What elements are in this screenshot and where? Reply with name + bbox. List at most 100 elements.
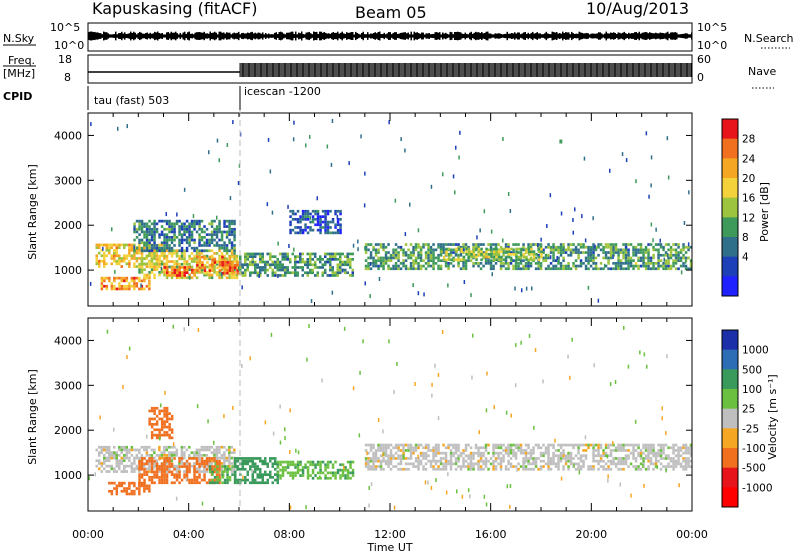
data-cell — [473, 256, 476, 259]
colorbar-tick-label: 8 — [742, 232, 749, 244]
data-cell — [191, 479, 194, 482]
nsky-sample — [595, 34, 597, 38]
data-cell — [650, 444, 653, 447]
data-cell — [244, 263, 247, 266]
data-cell — [203, 241, 206, 244]
data-cell — [309, 253, 312, 256]
data-cell — [168, 252, 171, 255]
data-cell — [400, 267, 403, 270]
station-title: Kapuskasing (fitACF) — [92, 0, 257, 18]
nsky-sample — [411, 32, 413, 41]
data-cell — [226, 261, 229, 264]
nsky-sample — [93, 32, 95, 40]
data-cell — [269, 266, 272, 269]
data-cell — [417, 254, 420, 257]
data-cell — [196, 231, 199, 234]
data-cell — [312, 269, 315, 272]
data-cell — [206, 465, 209, 468]
data-cell — [484, 209, 486, 213]
nsky-sample — [691, 32, 693, 39]
data-cell — [171, 271, 174, 274]
data-cell — [455, 250, 458, 253]
data-cell — [126, 451, 129, 454]
data-cell — [116, 263, 119, 266]
data-cell — [662, 249, 665, 252]
data-cell — [637, 454, 640, 457]
nsky-sample — [210, 32, 212, 41]
nsearch-label: N.Search — [744, 32, 794, 45]
data-cell — [317, 218, 320, 221]
data-cell — [319, 221, 322, 224]
data-cell — [171, 276, 174, 279]
data-cell — [492, 449, 495, 452]
data-cell — [542, 460, 545, 463]
colorbar-swatch — [722, 198, 738, 218]
nsky-sample — [178, 34, 180, 37]
data-cell — [153, 462, 156, 465]
data-cell — [191, 233, 194, 236]
data-cell — [455, 243, 458, 246]
data-cell — [297, 221, 300, 224]
data-cell — [410, 457, 413, 460]
data-cell — [567, 465, 570, 468]
data-cell — [342, 472, 345, 475]
data-cell — [218, 228, 221, 231]
data-cell — [332, 474, 335, 477]
data-cell — [163, 463, 166, 466]
nsky-sample — [481, 32, 483, 40]
nsky-sample — [576, 34, 578, 39]
data-cell — [193, 258, 196, 261]
nsky-sample — [205, 33, 207, 38]
data-cell — [377, 259, 380, 262]
data-cell — [532, 452, 535, 455]
data-cell — [249, 481, 252, 484]
data-cell — [226, 269, 229, 272]
data-cell — [181, 225, 184, 228]
data-cell — [382, 246, 385, 249]
data-cell — [332, 463, 335, 466]
data-cell — [592, 251, 595, 254]
nsky-sample — [223, 32, 225, 39]
data-cell — [573, 231, 575, 235]
data-cell — [463, 258, 466, 261]
nsky-sample — [103, 32, 105, 41]
data-cell — [267, 261, 270, 264]
data-cell — [118, 263, 121, 266]
data-cell — [370, 243, 373, 246]
data-cell — [166, 239, 169, 242]
data-cell — [677, 243, 680, 246]
data-cell — [173, 225, 176, 228]
data-cell — [412, 251, 415, 254]
data-cell — [600, 460, 603, 463]
data-cell — [585, 259, 588, 262]
data-cell — [166, 247, 169, 250]
data-cell — [364, 203, 366, 207]
nsky-sample — [150, 33, 152, 39]
nsky-sample — [363, 32, 365, 40]
data-cell — [201, 271, 204, 274]
data-cell — [655, 463, 658, 466]
data-cell — [126, 457, 129, 460]
data-cell — [224, 479, 227, 482]
data-cell — [329, 269, 332, 272]
data-cell — [186, 266, 189, 269]
nsky-sample — [279, 32, 281, 40]
data-cell — [407, 254, 410, 257]
data-cell — [482, 452, 485, 455]
data-cell — [420, 251, 423, 254]
data-cell — [173, 223, 176, 226]
data-cell — [309, 463, 312, 466]
data-cell — [385, 460, 388, 463]
data-cell — [158, 454, 161, 457]
data-cell — [442, 457, 445, 460]
data-cell — [121, 446, 124, 449]
data-cell — [545, 257, 548, 260]
nave-tick-bottom: 0 — [697, 71, 704, 84]
data-cell — [219, 479, 222, 482]
data-cell — [317, 223, 320, 226]
data-cell — [309, 461, 312, 464]
data-cell — [440, 250, 443, 253]
data-cell — [482, 454, 485, 457]
nsky-sample — [409, 34, 411, 37]
data-cell — [282, 474, 285, 477]
